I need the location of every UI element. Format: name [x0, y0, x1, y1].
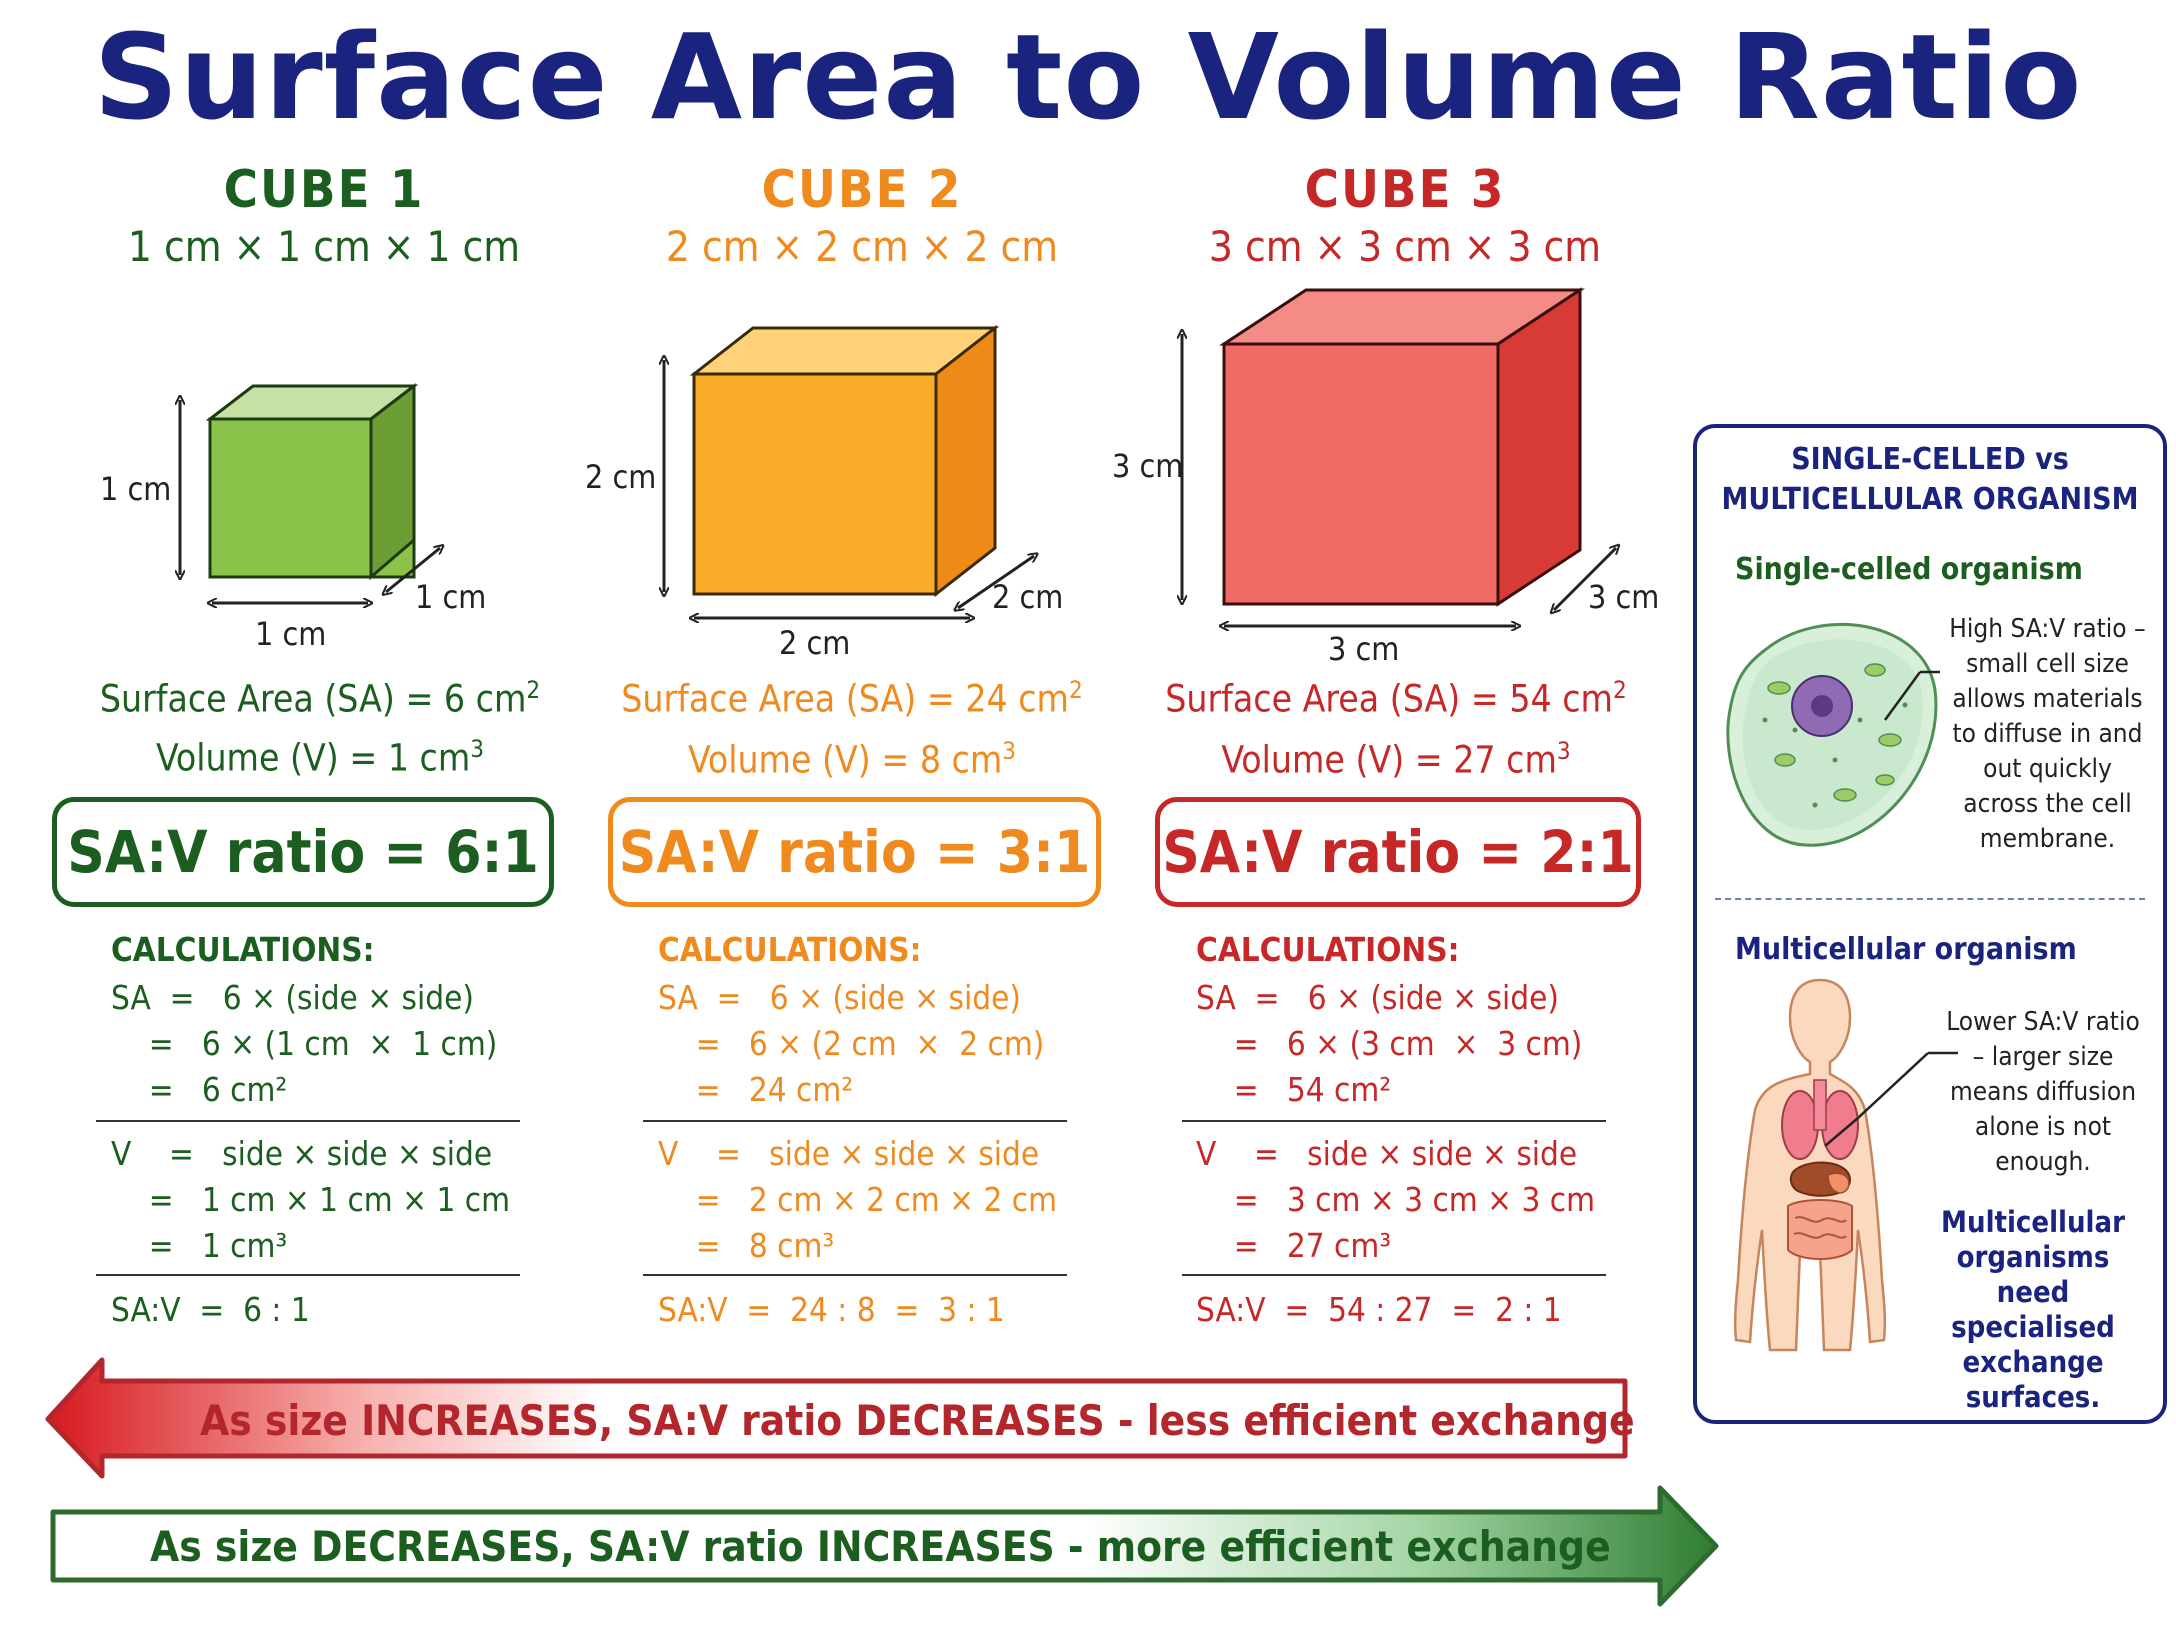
cube1-width-label: 1 cm	[255, 615, 327, 653]
cell-icon	[1726, 622, 1940, 847]
cube2-ratio-box: SA:V ratio = 3:1	[608, 797, 1101, 907]
cube2-sa-line: SA = 6 × (side × side)	[658, 978, 1021, 1017]
multicellular-title: Multicellular organism	[1735, 932, 2077, 967]
cube3-volume-formula: Volume (V) = 27 cm3	[1221, 737, 1571, 782]
banner-increase-text: As size INCREASES, SA:V ratio DECREASES …	[200, 1396, 1635, 1445]
cube2-name: CUBE 2	[761, 160, 963, 220]
cube1-depth-label: 1 cm	[415, 578, 487, 616]
cube1-diagram	[80, 382, 520, 660]
cube3-name: CUBE 3	[1304, 160, 1506, 220]
cube1-v-line: = 1 cm × 1 cm × 1 cm	[111, 1180, 510, 1219]
cube1-sa-line: = 6 cm²	[111, 1070, 288, 1109]
banner-decrease-text: As size DECREASES, SA:V ratio INCREASES …	[150, 1522, 1611, 1571]
arrow-left-icon	[45, 1357, 1628, 1479]
cube3-sa-line: = 54 cm²	[1196, 1070, 1392, 1109]
cube2-v-line: V = side × side × side	[658, 1134, 1040, 1173]
cube3-ratio-line: SA:V = 54 : 27 = 2 : 1	[1196, 1290, 1562, 1329]
cube3-height-label: 3 cm	[1112, 447, 1184, 485]
cube3-calc-title: CALCULATIONS:	[1196, 930, 1460, 969]
cube2-ratio-line: SA:V = 24 : 8 = 3 : 1	[658, 1290, 1005, 1329]
cube3-sa-line: SA = 6 × (side × side)	[1196, 978, 1559, 1017]
cube2-volume-formula: Volume (V) = 8 cm3	[687, 737, 1017, 782]
organism-comparison-panel	[1693, 424, 2167, 1424]
cube1-dims: 1 cm × 1 cm × 1 cm	[127, 222, 521, 271]
arrow-right-icon	[50, 1485, 1719, 1607]
divider	[643, 1120, 1067, 1122]
cube1-ratio-box: SA:V ratio = 6:1	[52, 797, 554, 907]
cube1-sa-line: = 6 × (1 cm × 1 cm)	[111, 1024, 498, 1063]
divider	[643, 1274, 1067, 1276]
cube2-width-label: 2 cm	[779, 624, 851, 662]
pointer-line	[1858, 1051, 1958, 1119]
cube1-v-line: V = side × side × side	[111, 1134, 493, 1173]
cube1-sa-line: SA = 6 × (side × side)	[111, 978, 474, 1017]
multicellular-note: Multicellular organisms need specialised…	[1941, 1205, 2125, 1414]
cube1-calc-title: CALCULATIONS:	[111, 930, 375, 969]
single-celled-text: High SA:V ratio – small cell size allows…	[1949, 614, 2146, 854]
cube2-dims: 2 cm × 2 cm × 2 cm	[665, 222, 1059, 271]
cube2-sa-line: = 6 × (2 cm × 2 cm)	[658, 1024, 1045, 1063]
divider	[96, 1120, 520, 1122]
cube2-diagram	[640, 324, 1080, 652]
cube3-dims: 3 cm × 3 cm × 3 cm	[1208, 222, 1602, 271]
cube1-ratio-line: SA:V = 6 : 1	[111, 1290, 310, 1329]
cube3-v-line: = 3 cm × 3 cm × 3 cm	[1196, 1180, 1595, 1219]
cube2-depth-label: 2 cm	[992, 578, 1064, 616]
cube1-v-line: = 1 cm³	[111, 1226, 288, 1265]
divider	[1182, 1274, 1606, 1276]
divider	[1182, 1120, 1606, 1122]
cube2-v-line: = 2 cm × 2 cm × 2 cm	[658, 1180, 1057, 1219]
cube3-sa-line: = 6 × (3 cm × 3 cm)	[1196, 1024, 1583, 1063]
divider	[96, 1274, 520, 1276]
cube3-sa-formula: Surface Area (SA) = 54 cm2	[1165, 676, 1627, 721]
cube2-sa-formula: Surface Area (SA) = 24 cm2	[621, 676, 1083, 721]
cube2-v-line: = 8 cm³	[658, 1226, 835, 1265]
cube3-width-label: 3 cm	[1328, 630, 1400, 668]
cube1-sa-formula: Surface Area (SA) = 6 cm2	[99, 676, 541, 721]
page-title: Surface Area to Volume Ratio	[93, 8, 2083, 146]
cube1-height-label: 1 cm	[100, 470, 172, 508]
single-celled-title: Single-celled organism	[1735, 552, 2083, 587]
cube2-calc-title: CALCULATIONS:	[658, 930, 922, 969]
cube3-v-line: = 27 cm³	[1196, 1226, 1392, 1265]
cube3-ratio-box: SA:V ratio = 2:1	[1155, 797, 1641, 907]
panel-heading: SINGLE-CELLED vs MULTICELLULAR ORGANISM	[1721, 442, 2139, 517]
panel-divider	[1715, 898, 2145, 900]
human-body-icon	[1733, 978, 1887, 1352]
cube2-sa-line: = 24 cm²	[658, 1070, 854, 1109]
cube3-diagram	[1160, 287, 1670, 660]
cube2-height-label: 2 cm	[585, 458, 657, 496]
cube1-name: CUBE 1	[223, 160, 425, 220]
cube1-volume-formula: Volume (V) = 1 cm3	[155, 735, 485, 780]
cube3-v-line: V = side × side × side	[1196, 1134, 1578, 1173]
cube3-depth-label: 3 cm	[1588, 578, 1660, 616]
multicellular-text: Lower SA:V ratio – larger size means dif…	[1946, 1007, 2140, 1177]
